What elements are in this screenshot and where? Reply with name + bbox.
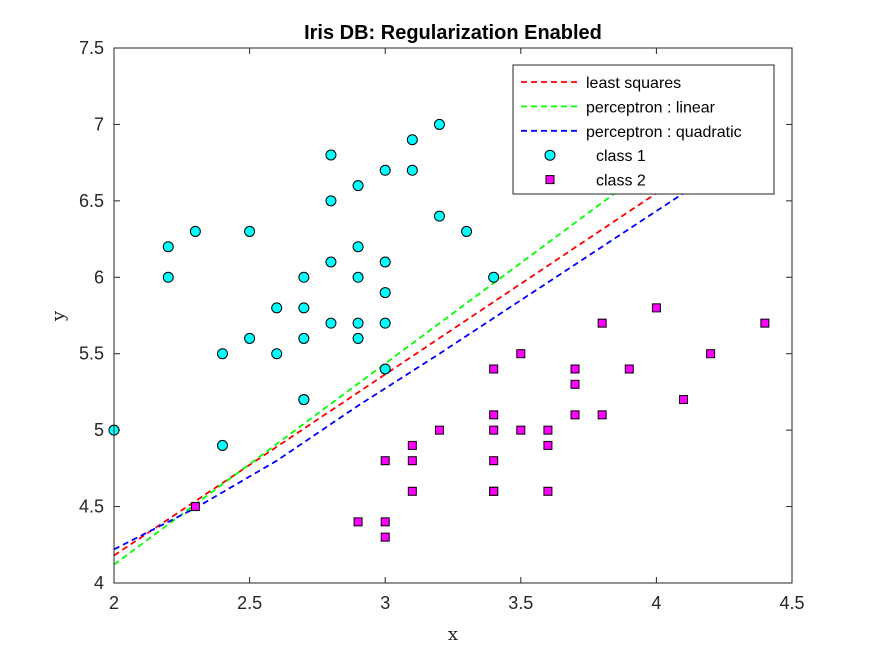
class-1-point (352, 317, 364, 329)
y-axis-label: y (48, 310, 69, 322)
x-tick-label: 3 (380, 593, 390, 613)
class-2-point (516, 425, 526, 435)
class-2-point (651, 303, 661, 313)
class-2-point (407, 486, 417, 496)
class-2-point (760, 318, 770, 328)
class-2-point (489, 364, 499, 374)
legend-entry-label: class 2 (596, 173, 646, 190)
class-1-point (433, 118, 445, 130)
class-2-point (489, 425, 499, 435)
class-1-point (379, 317, 391, 329)
x-axis-label: x (448, 624, 458, 645)
y-tick-label: 6.5 (79, 191, 104, 211)
class-2-point (190, 502, 200, 512)
x-tick-label: 4.5 (779, 593, 804, 613)
class-2-point (407, 456, 417, 466)
y-tick-label: 5 (94, 420, 104, 440)
class-1-point (298, 271, 310, 283)
class-1-point (325, 256, 337, 268)
class-2-point (380, 532, 390, 542)
legend-circle-sample (544, 149, 556, 161)
class-1-point (325, 195, 337, 207)
class-1-point (325, 149, 337, 161)
class-1-point (352, 332, 364, 344)
class-2-point (706, 349, 716, 359)
class-1-point (162, 271, 174, 283)
class-2-point (597, 410, 607, 420)
class-1-point (352, 271, 364, 283)
class-1-point (352, 180, 364, 192)
class-1-point (379, 256, 391, 268)
class-2-point (597, 318, 607, 328)
axis-ticks: 2 2.5 3 3.5 4 4.5 4 4.5 5 5.5 6 6.5 7 7.5 (79, 38, 805, 613)
class-2-point (380, 517, 390, 527)
class-1-point (244, 225, 256, 237)
series-line-0 (114, 192, 657, 557)
class-1-point (406, 164, 418, 176)
class-1-point (216, 348, 228, 360)
class-1-point (298, 332, 310, 344)
class-1-point (244, 332, 256, 344)
class-1-point (298, 302, 310, 314)
class-2-point (516, 349, 526, 359)
class-1-point (433, 210, 445, 222)
class-1-point (271, 302, 283, 314)
series-line-2 (114, 192, 685, 551)
class-2-point (489, 410, 499, 420)
axes-box (113, 47, 793, 584)
class-1-point (216, 439, 228, 451)
class-2-point (679, 395, 689, 405)
class-1-point (406, 134, 418, 146)
class-2-point (624, 364, 634, 374)
class-1-point (189, 225, 201, 237)
y-tick-label: 7 (94, 114, 104, 134)
class-2-point (434, 425, 444, 435)
x-tick-label: 2 (109, 593, 119, 613)
class-2-point (543, 440, 553, 450)
legend-entry-label: class 1 (596, 148, 646, 165)
y-tick-label: 5.5 (79, 344, 104, 364)
y-tick-label: 4.5 (79, 497, 104, 517)
class-1-point (488, 271, 500, 283)
class-1-point (461, 225, 473, 237)
legend-entry-label: least squares (586, 75, 681, 92)
series-line-1 (114, 181, 630, 566)
class-2-point (570, 364, 580, 374)
legend-box (512, 64, 775, 195)
class-1-point (162, 241, 174, 253)
class-2-point (489, 456, 499, 466)
class-1-point (379, 164, 391, 176)
x-tick-label: 2.5 (237, 593, 262, 613)
class-1-point (379, 363, 391, 375)
class-1-point (379, 287, 391, 299)
class-2-point (543, 425, 553, 435)
class-2-point (407, 440, 417, 450)
x-tick-label: 3.5 (508, 593, 533, 613)
legend-entry-label: perceptron : linear (586, 99, 716, 116)
chart-title: Iris DB: Regularization Enabled (304, 22, 602, 44)
class-2-point (380, 456, 390, 466)
class-1-point (325, 317, 337, 329)
legend: least squares perceptron : linear perceptr… (512, 64, 775, 195)
class-2-point (570, 410, 580, 420)
data-markers (108, 118, 770, 542)
legend-entry-label: perceptron : quadratic (586, 124, 742, 141)
class-2-point (570, 379, 580, 389)
class-1-point (298, 394, 310, 406)
x-tick-label: 4 (651, 593, 661, 613)
class-2-point (543, 486, 553, 496)
y-tick-label: 7.5 (79, 38, 104, 58)
y-tick-label: 6 (94, 267, 104, 287)
legend-square-sample (545, 175, 555, 185)
decision-lines (114, 181, 685, 566)
class-1-point (352, 241, 364, 253)
class-1-point (271, 348, 283, 360)
y-tick-label: 4 (94, 573, 104, 593)
class-2-point (353, 517, 363, 527)
class-2-point (489, 486, 499, 496)
